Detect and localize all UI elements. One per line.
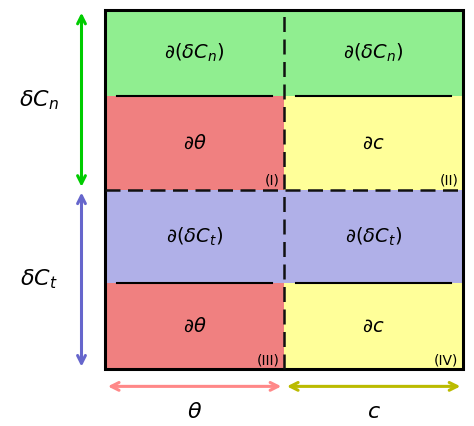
Text: $\delta C_n$: $\delta C_n$ [19,88,59,112]
Text: (IV): (IV) [434,353,458,367]
Text: (III): (III) [256,353,279,367]
Text: $\partial(\delta C_n)$: $\partial(\delta C_n)$ [164,42,225,64]
Text: $\delta C_t$: $\delta C_t$ [20,268,58,291]
Bar [284,10,463,96]
Bar [284,96,463,190]
Text: $\partial\theta$: $\partial\theta$ [183,133,206,153]
Text: $\theta$: $\theta$ [187,402,202,422]
Bar [105,10,463,369]
Bar [105,190,284,283]
Bar [105,283,284,369]
Text: $\partial\theta$: $\partial\theta$ [183,317,206,336]
Text: $\partial(\delta C_t)$: $\partial(\delta C_t)$ [345,225,402,248]
Text: (II): (II) [439,173,458,187]
Text: $\partial(\delta C_t)$: $\partial(\delta C_t)$ [166,225,223,248]
Text: $c$: $c$ [367,402,381,422]
Bar [284,190,463,283]
Text: $\partial(\delta C_n)$: $\partial(\delta C_n)$ [344,42,404,64]
Bar [105,96,284,190]
Bar [105,10,284,96]
Text: (I): (I) [264,173,279,187]
Bar [284,283,463,369]
Text: $\partial c$: $\partial c$ [363,133,385,153]
Text: $\partial c$: $\partial c$ [363,317,385,336]
